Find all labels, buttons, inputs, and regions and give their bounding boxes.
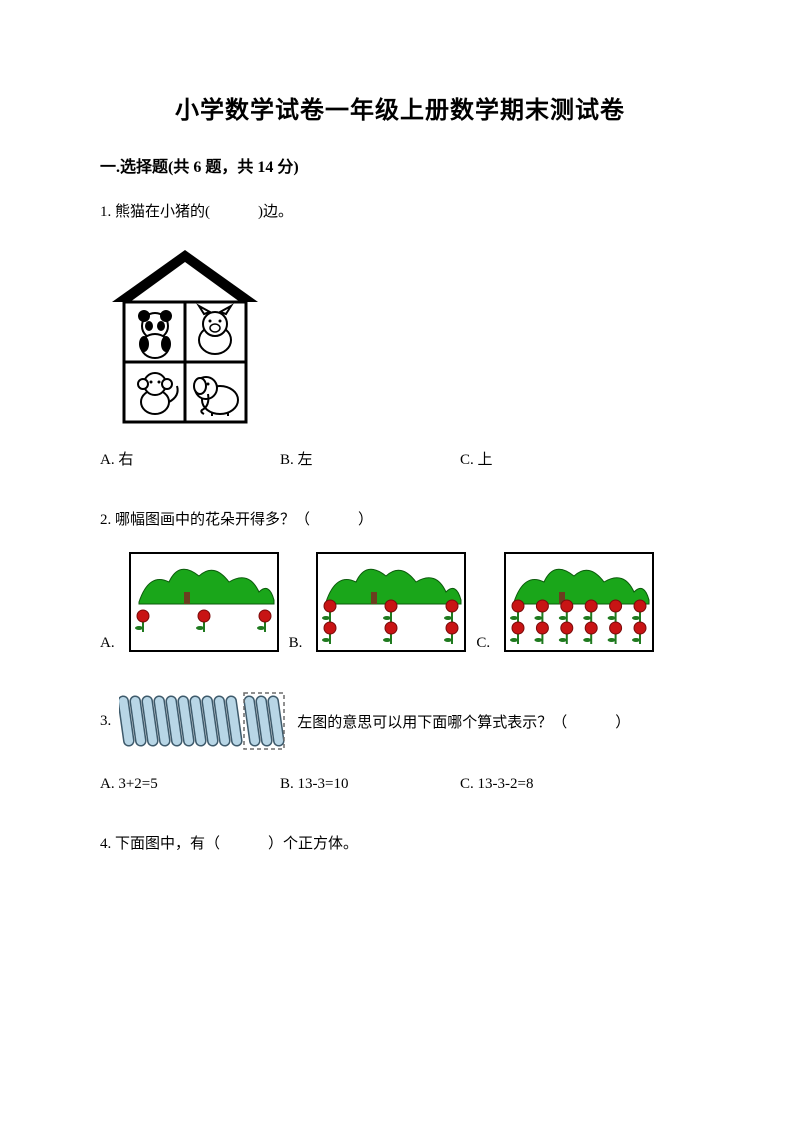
q2-option-label: C. [476,635,490,652]
q3-stem-pre: 左图的意思可以用下面哪个算式表示？（ [297,715,567,731]
flower-picture [129,552,279,652]
sticks-svg [119,692,289,750]
q1-option-b: B. 左 [280,448,460,469]
exam-page: 小学数学试卷一年级上册数学期末测试卷 一.选择题(共 6 题，共 14 分) 1… [0,0,800,1131]
q3-stem-post: ） [615,715,630,731]
q1-stem-post: )边。 [258,204,293,220]
q2-stem-post: ） [358,512,373,528]
q2-option-label: A. [100,635,115,652]
q4-stem: 4. 下面图中，有（ ）个正方体。 [100,831,700,858]
q3-sticks-figure [119,692,289,750]
q3-stem: 左图的意思可以用下面哪个算式表示？（ ） [297,711,630,732]
q1-options: A. 右 B. 左 C. 上 [100,448,700,469]
flower-picture [504,552,654,652]
q3-options: A. 3+2=5 B. 13-3=10 C. 13-3-2=8 [100,776,700,793]
q3-row: 3. 左图的意思可以用下面哪个算式表示？（ ） [100,692,700,750]
q3-option-c: C. 13-3-2=8 [460,776,640,793]
q1-option-a: A. 右 [100,448,280,469]
spacer [100,656,700,684]
house-svg [100,244,270,434]
q2-stem-pre: 2. 哪幅图画中的花朵开得多？（ [100,512,310,528]
q2-figures: A. B. C. [100,552,700,652]
q1-option-c: C. 上 [460,448,640,469]
q2-stem: 2. 哪幅图画中的花朵开得多？（ ） [100,507,700,534]
q1-stem: 1. 熊猫在小猪的( )边。 [100,199,700,226]
q1-house-figure [100,244,700,434]
q4-stem-pre: 4. 下面图中，有（ [100,836,220,852]
q4-stem-post: ）个正方体。 [268,836,358,852]
q2-option-label: B. [289,635,303,652]
q3-number: 3. [100,713,111,730]
q3-option-a: A. 3+2=5 [100,776,280,793]
page-title: 小学数学试卷一年级上册数学期末测试卷 [100,90,700,125]
flower-picture [316,552,466,652]
q3-option-b: B. 13-3=10 [280,776,460,793]
q1-stem-pre: 1. 熊猫在小猪的( [100,204,210,220]
section-1-heading: 一.选择题(共 6 题，共 14 分) [100,153,700,177]
